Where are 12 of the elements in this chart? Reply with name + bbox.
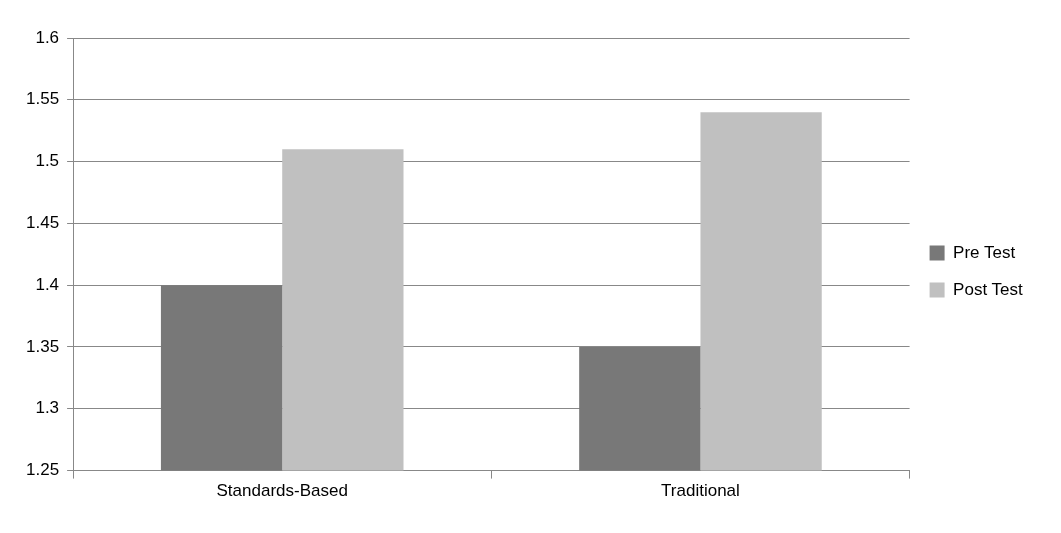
y-tick-label: 1.55 [25, 89, 60, 109]
legend-label: Pre Test [953, 242, 1016, 262]
y-tick-label: 1.25 [25, 460, 60, 480]
x-tick-label: Traditional [661, 481, 740, 501]
y-tick-label: 1.45 [25, 213, 60, 233]
y-tick-label: 1.3 [35, 398, 60, 418]
x-tick-label: Standards-Based [216, 481, 348, 501]
y-tick-label: 1.6 [35, 27, 60, 47]
y-tick-label: 1.5 [35, 151, 60, 171]
y-tick-label: 1.4 [35, 274, 60, 294]
y-tick-label: 1.35 [25, 336, 60, 356]
legend-label: Post Test [953, 279, 1023, 299]
